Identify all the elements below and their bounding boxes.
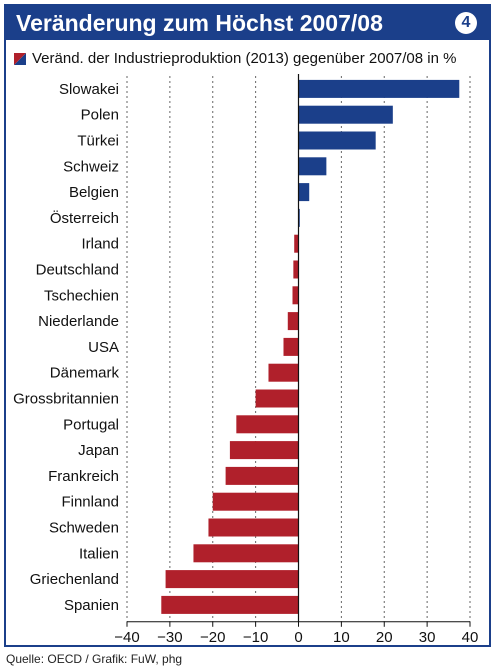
legend-swatch-icon <box>14 53 26 65</box>
category-label: Niederlande <box>38 313 119 330</box>
category-label: Griechenland <box>30 571 119 588</box>
bar <box>193 544 299 563</box>
category-label: Italien <box>79 545 119 562</box>
category-label: Belgien <box>69 184 119 201</box>
category-label: Tschechien <box>44 287 119 304</box>
x-tick-label: 10 <box>333 629 350 645</box>
category-label: Portugal <box>63 416 119 433</box>
bar <box>298 208 300 227</box>
category-label: Schweden <box>49 520 119 537</box>
x-tick-label: 20 <box>376 629 393 645</box>
category-label: USA <box>88 339 119 356</box>
x-tick-label: −10 <box>243 629 268 645</box>
bar <box>165 570 299 589</box>
x-tick-label: −20 <box>200 629 225 645</box>
bar <box>298 183 310 202</box>
bar <box>283 337 299 356</box>
legend-label: Veränd. der Industrieproduktion (2013) g… <box>32 50 457 67</box>
x-tick-label: 30 <box>419 629 436 645</box>
chart-frame: Veränderung zum Höchst 2007/08 4 Veränd.… <box>4 4 491 647</box>
x-tick-label: 0 <box>294 629 302 645</box>
bar <box>298 157 327 176</box>
category-label: Schweiz <box>63 158 119 175</box>
category-label: Slowakei <box>59 81 119 98</box>
bar-chart: Slowakei Polen Türkei Schweiz Belgien Österre… <box>13 74 479 645</box>
x-axis: −40 −30 −20 −10 0 10 20 30 40 <box>114 621 479 645</box>
bar <box>208 518 299 537</box>
category-label: Japan <box>78 442 119 459</box>
category-label: Österreich <box>50 209 119 227</box>
chart-title: Veränderung zum Höchst 2007/08 <box>16 10 383 36</box>
x-tick-label: 40 <box>462 629 479 645</box>
legend: Veränd. der Industrieproduktion (2013) g… <box>6 48 489 70</box>
bar <box>298 79 460 98</box>
category-label: Dänemark <box>50 365 120 382</box>
chart-number-badge: 4 <box>455 12 477 34</box>
title-bar: Veränderung zum Höchst 2007/08 4 <box>6 6 489 40</box>
bars <box>161 74 460 622</box>
x-tick-label: −40 <box>114 629 139 645</box>
bar <box>298 131 376 150</box>
category-label: Deutschland <box>36 262 119 279</box>
bar <box>161 595 299 614</box>
bar <box>268 363 299 382</box>
category-label: Grossbritannien <box>13 391 119 408</box>
category-label: Türkei <box>77 133 119 150</box>
category-labels: Slowakei Polen Türkei Schweiz Belgien Österre… <box>13 81 119 614</box>
category-label: Polen <box>81 107 119 124</box>
bar <box>294 234 299 253</box>
category-label: Frankreich <box>48 468 119 485</box>
bar <box>293 260 299 279</box>
category-label: Spanien <box>64 597 119 614</box>
bar <box>287 312 299 331</box>
bar <box>212 492 299 511</box>
bar <box>255 389 299 408</box>
bar <box>229 441 299 460</box>
bar <box>298 105 393 124</box>
bar <box>236 415 299 434</box>
category-label: Finnland <box>61 494 119 511</box>
x-tick-label: −30 <box>157 629 182 645</box>
bar <box>292 286 299 305</box>
category-label: Irland <box>81 236 119 253</box>
grid-lines <box>126 76 471 622</box>
source-note: Quelle: OECD / Grafik: FuW, phg <box>6 652 183 666</box>
bar <box>225 466 299 485</box>
